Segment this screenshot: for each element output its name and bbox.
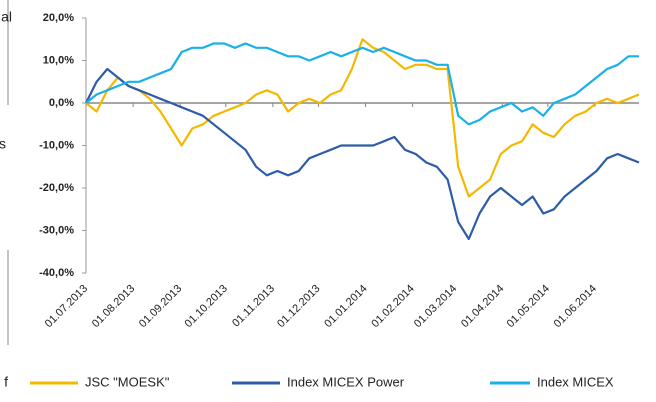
legend-label: JSC "MOESK" <box>85 374 170 389</box>
legend-label: Index MICEX <box>537 374 614 389</box>
y-tick-label: -20,0% <box>39 182 74 194</box>
x-tick-label: 01.06.2014 <box>552 283 599 330</box>
y-tick-label: 0,0% <box>49 97 74 109</box>
legend-label: Index MICEX Power <box>287 374 405 389</box>
y-tick-label: 10,0% <box>43 54 74 66</box>
x-tick-label: 01.04.2014 <box>459 283 506 330</box>
y-tick-label: -30,0% <box>39 224 74 236</box>
x-tick-label: 01.03.2014 <box>412 283 459 330</box>
x-tick-label: 01.09.2013 <box>137 283 184 330</box>
edge-text: s <box>0 136 6 152</box>
x-tick-label: 01.01.2014 <box>322 283 369 330</box>
x-tick-label: 01.10.2013 <box>183 283 230 330</box>
x-tick-label: 01.08.2013 <box>90 283 137 330</box>
series-line <box>85 42 639 126</box>
edge-text: al <box>1 9 12 25</box>
x-tick-label: 01.02.2014 <box>369 283 416 330</box>
x-tick-label: 01.12.2013 <box>275 283 322 330</box>
x-tick-label: 01.07.2013 <box>43 283 90 330</box>
y-tick-label: 20,0% <box>43 12 74 24</box>
series-line <box>85 38 640 198</box>
series-line <box>85 67 640 241</box>
edge-text: f <box>4 374 8 390</box>
x-tick-label: 01.11.2013 <box>230 283 277 330</box>
y-tick-label: -10,0% <box>39 139 74 151</box>
x-tick-label: 01.05.2014 <box>505 283 552 330</box>
y-tick-label: -40,0% <box>39 267 74 279</box>
